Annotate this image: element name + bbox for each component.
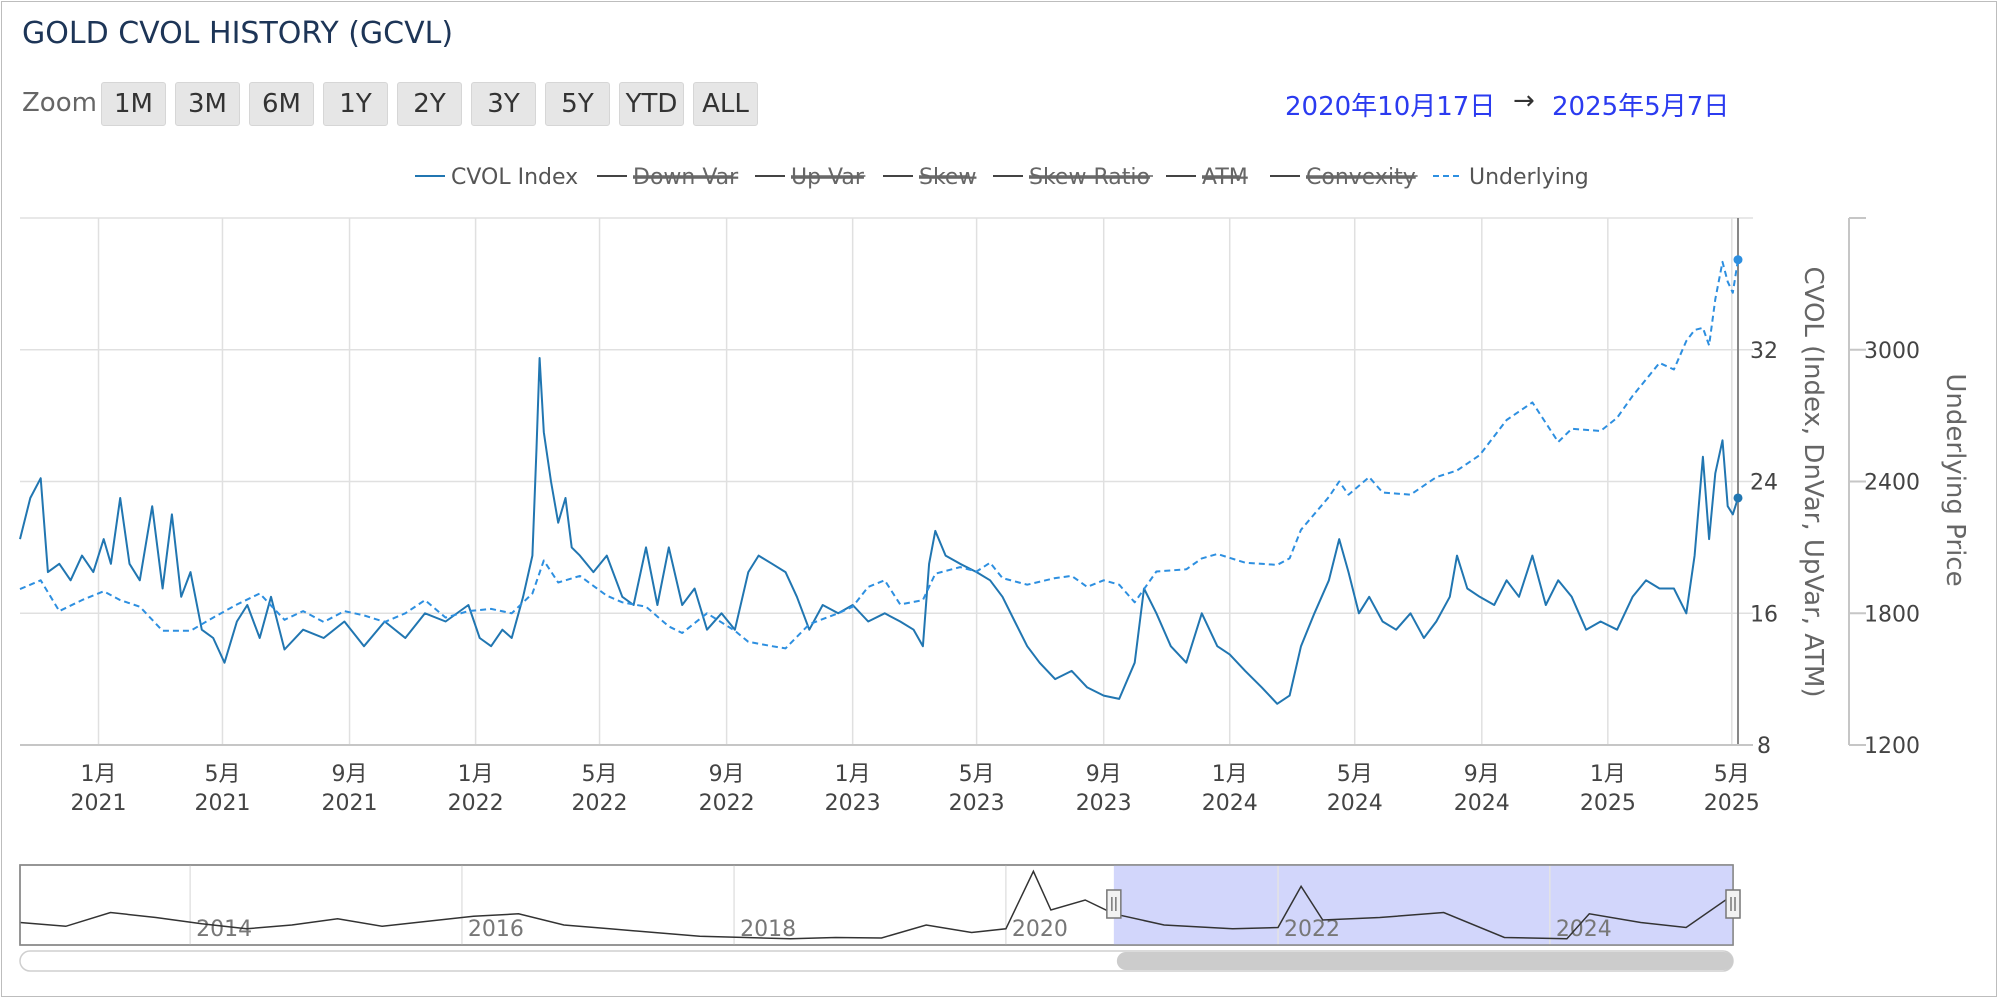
axes: 1月 2021 5月 2021 9月 2021 1月 2022 5月 2022 9月 2022 1月 20…: [20, 217, 1970, 816]
y-left-axis-title: CVOL (Index, DnVar, UpVar, ATM): [1798, 266, 1828, 697]
x-tick-label-month: 9月: [1464, 762, 1500, 787]
plot-area: [19, 218, 1743, 745]
x-tick-label-year: 2021: [71, 791, 127, 816]
navigator-year-label: 2024: [1556, 917, 1612, 942]
range-from-input[interactable]: 2020年10月17日: [1285, 92, 1496, 122]
navigator-series-line: [19, 869, 1734, 940]
x-tick-label-year: 2022: [572, 791, 628, 816]
legend-label: Up Var: [791, 165, 865, 190]
zoom-2y-button[interactable]: 2Y: [397, 82, 462, 126]
x-tick-label-year: 2024: [1454, 791, 1510, 816]
legend-label: Down Var: [633, 165, 739, 190]
legend-label: Skew: [919, 165, 976, 190]
x-tick-label-month: 1月: [1590, 762, 1626, 787]
x-tick-label-year: 2021: [322, 791, 378, 816]
zoom-all-button[interactable]: ALL: [693, 82, 758, 126]
navigator-year-label: 2014: [196, 917, 252, 942]
y-left-tick-label: 8: [1757, 734, 1771, 759]
x-tick-label-year: 2023: [949, 791, 1005, 816]
navigator-scrollbar[interactable]: [19, 950, 1734, 972]
legend-item-skew[interactable]: Skew: [883, 165, 976, 190]
y-left-tick-label: 16: [1750, 602, 1778, 627]
y-left-tick-label: 24: [1750, 471, 1778, 496]
x-tick-label-year: 2023: [825, 791, 881, 816]
legend-label: Skew Ratio: [1029, 165, 1150, 190]
y-right-tick-label: 1200: [1864, 734, 1920, 759]
cvol-index-series-line: [19, 357, 1739, 705]
x-tick-label-year: 2022: [699, 791, 755, 816]
x-tick-label-month: 5月: [959, 762, 995, 787]
zoom-1y-button[interactable]: 1Y: [323, 82, 388, 126]
legend-item-atm[interactable]: ATM: [1166, 165, 1248, 190]
legend-label: Convexity: [1306, 165, 1416, 190]
legend-item-underlying[interactable]: Underlying: [1433, 165, 1589, 190]
y-right-tick-label: 3000: [1864, 339, 1920, 364]
zoom-label: Zoom: [22, 88, 97, 118]
x-tick-label-month: 5月: [1337, 762, 1373, 787]
grid: [20, 217, 1753, 746]
legend-label: CVOL Index: [451, 165, 578, 190]
x-tick-label-month: 5月: [204, 762, 240, 787]
x-tick-label-month: 1月: [81, 762, 117, 787]
y-right-tick-label: 2400: [1864, 471, 1920, 496]
x-tick-label-month: 5月: [582, 762, 618, 787]
x-tick-label-month: 5月: [1714, 762, 1750, 787]
x-tick-label-year: 2022: [448, 791, 504, 816]
navigator-year-label: 2016: [468, 917, 524, 942]
legend-label: ATM: [1202, 165, 1248, 190]
navigator-year-label: 2020: [1012, 917, 1068, 942]
navigator-right-handle[interactable]: [1725, 889, 1741, 919]
zoom-3m-button[interactable]: 3M: [175, 82, 240, 126]
y-right-axis-title: Underlying Price: [1940, 373, 1970, 586]
x-tick-label-year: 2021: [194, 791, 250, 816]
zoom-6m-button[interactable]: 6M: [249, 82, 314, 126]
legend-label: Underlying: [1469, 165, 1589, 190]
x-tick-label-month: 1月: [1212, 762, 1248, 787]
x-tick-label-month: 1月: [835, 762, 871, 787]
legend-item-down-var[interactable]: Down Var: [597, 165, 739, 190]
y-left-tick-label: 32: [1750, 339, 1778, 364]
underlying-last-marker: [1733, 255, 1743, 265]
page-title: GOLD CVOL HISTORY (GCVL): [22, 16, 454, 51]
scrollbar-thumb: [1116, 952, 1733, 970]
legend-item-skew-ratio[interactable]: Skew Ratio: [993, 165, 1153, 190]
x-tick-label-month: 9月: [1086, 762, 1122, 787]
handle-body: [1725, 889, 1741, 919]
navigator-left-handle[interactable]: [1106, 889, 1122, 919]
range-arrow: →: [1513, 86, 1535, 116]
legend-item-up-var[interactable]: Up Var: [755, 165, 866, 190]
range-to-input[interactable]: 2025年5月7日: [1552, 92, 1730, 122]
x-tick-label-year: 2024: [1327, 791, 1383, 816]
navigator-year-label: 2022: [1284, 917, 1340, 942]
navigator[interactable]: 2014 2016 2018 2020 2022 2024: [19, 864, 1741, 972]
underlying-series-line: [19, 259, 1739, 650]
handle-body: [1106, 889, 1122, 919]
legend-item-cvol-index[interactable]: CVOL Index: [415, 165, 578, 190]
x-tick-label-year: 2025: [1704, 791, 1760, 816]
legend-item-convexity[interactable]: Convexity: [1270, 165, 1418, 190]
x-tick-label-year: 2025: [1580, 791, 1636, 816]
x-tick-label-month: 9月: [709, 762, 745, 787]
legend: CVOL Index Down Var Up Var Skew Skew Ratio AT…: [415, 165, 1589, 190]
cvol-last-marker: [1733, 493, 1743, 503]
navigator-selection: [1113, 865, 1733, 945]
zoom-ytd-button[interactable]: YTD: [619, 82, 684, 126]
zoom-3y-button[interactable]: 3Y: [471, 82, 536, 126]
x-tick-label-month: 1月: [458, 762, 494, 787]
x-tick-label-year: 2023: [1076, 791, 1132, 816]
zoom-5y-button[interactable]: 5Y: [545, 82, 610, 126]
x-tick-label-month: 9月: [332, 762, 368, 787]
x-tick-label-year: 2024: [1202, 791, 1258, 816]
y-right-tick-label: 1800: [1864, 602, 1920, 627]
zoom-1m-button[interactable]: 1M: [101, 82, 166, 126]
